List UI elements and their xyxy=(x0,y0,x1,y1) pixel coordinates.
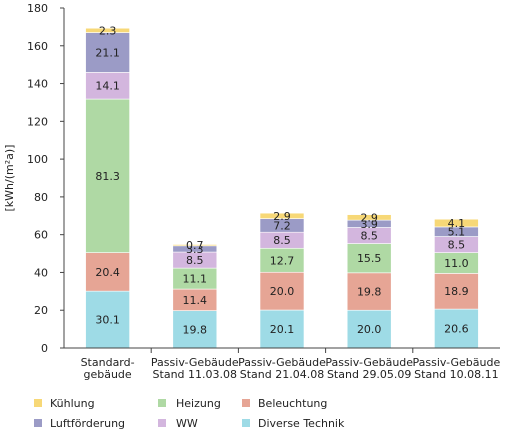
bar-value-label: 8.5 xyxy=(448,239,466,252)
bar-value-label: 12.7 xyxy=(270,254,295,267)
x-category-label: Passiv-Gebäude Stand 21.04.08 xyxy=(238,356,326,381)
bar-value-label: 0.7 xyxy=(186,239,204,252)
bar-value-label: 20.0 xyxy=(270,285,295,298)
x-category-label-line: Passiv-Gebäude xyxy=(151,356,239,369)
bar-value-label: 19.8 xyxy=(183,323,208,336)
bar-segment xyxy=(172,244,218,247)
legend-label: WW xyxy=(176,417,198,430)
bar-value-label: 8.5 xyxy=(360,230,378,243)
bar-segment xyxy=(172,310,218,349)
bar-segment xyxy=(85,72,130,100)
legend-label: Heizung xyxy=(176,397,221,410)
legend: Kühlung Heizung Beleuchtung Luftförderung WW… xyxy=(34,397,345,430)
bar-segment xyxy=(434,308,479,349)
bars: 30.120.481.314.121.12.319.811.411.18.53.… xyxy=(85,24,479,349)
legend-swatch xyxy=(34,399,42,407)
bar-segment xyxy=(85,290,130,349)
x-category-label-line: Standard- xyxy=(81,356,135,369)
x-category-label-line: Stand 11.03.08 xyxy=(153,368,237,381)
legend-swatch xyxy=(242,419,250,427)
bar-value-label: 3.9 xyxy=(360,218,378,231)
bar-value-label: 20.0 xyxy=(357,323,382,336)
bar-value-label: 20.6 xyxy=(444,323,469,336)
bar-value-label: 15.5 xyxy=(357,252,382,265)
bar-segment xyxy=(259,271,305,311)
bar-value-label: 81.3 xyxy=(95,170,120,183)
legend-label: Beleuchtung xyxy=(258,397,327,410)
y-tick-label: 120 xyxy=(27,115,48,128)
bar-value-label: 2.9 xyxy=(273,210,291,223)
x-category-label-line: gebäude xyxy=(83,368,131,381)
legend-swatch xyxy=(158,399,166,407)
bar-value-label: 18.9 xyxy=(444,285,469,298)
x-category-label-line: Stand 21.04.08 xyxy=(240,368,324,381)
y-tick-label: 20 xyxy=(34,304,48,317)
bar-value-label: 8.5 xyxy=(186,254,204,267)
bar-value-label: 11.0 xyxy=(444,257,469,270)
y-tick-label: 0 xyxy=(41,342,48,355)
bar-value-label: 19.8 xyxy=(357,286,382,299)
legend-label: Diverse Technik xyxy=(258,417,345,430)
y-axis: 0 20 40 60 80 100 120 140 160 180 xyxy=(27,2,65,355)
y-tick-label: 100 xyxy=(27,153,48,166)
y-tick-label: 60 xyxy=(34,229,48,242)
bar-segment xyxy=(434,218,479,228)
bar-segment xyxy=(259,212,305,219)
bar-value-label: 21.1 xyxy=(95,46,120,59)
x-category-label-line: Stand 29.05.09 xyxy=(327,368,411,381)
bar-value-label: 8.5 xyxy=(273,234,291,247)
bar-value-label: 11.4 xyxy=(183,294,208,307)
y-tick-label: 140 xyxy=(27,78,48,91)
bar-segment xyxy=(85,98,130,253)
bar-value-label: 20.4 xyxy=(95,266,120,279)
bar-segment xyxy=(85,32,130,73)
bar-value-label: 30.1 xyxy=(95,314,120,327)
y-tick-label: 180 xyxy=(27,2,48,15)
legend-swatch xyxy=(242,399,250,407)
y-tick-label: 160 xyxy=(27,40,48,53)
x-category-label-line: Passiv-Gebäude xyxy=(325,356,413,369)
y-tick-label: 40 xyxy=(34,266,48,279)
bar-segment xyxy=(346,214,392,221)
bar-segment xyxy=(259,309,305,349)
x-category-label: Passiv-Gebäude Stand 10.08.11 xyxy=(413,356,501,381)
bar-segment xyxy=(346,272,392,311)
x-category-label-line: Passiv-Gebäude xyxy=(238,356,326,369)
legend-label: Luftförderung xyxy=(50,417,125,430)
bar-value-label: 5.1 xyxy=(448,226,466,239)
y-tick-label: 80 xyxy=(34,191,48,204)
legend-label: Kühlung xyxy=(50,397,95,410)
bar-value-label: 7.2 xyxy=(273,219,291,232)
x-category-label-line: Passiv-Gebäude xyxy=(413,356,501,369)
bar-value-label: 4.1 xyxy=(448,217,466,230)
bar-segment xyxy=(85,252,130,292)
x-category-label: Standard-gebäude xyxy=(81,356,135,381)
bar-value-label: 3.3 xyxy=(186,243,204,256)
x-category-label: Passiv-Gebäude Stand 11.03.08 xyxy=(151,356,239,381)
y-axis-label: [kWh/(m²a)] xyxy=(3,145,16,212)
bar-segment xyxy=(346,309,392,349)
bar-value-label: 20.1 xyxy=(270,323,295,336)
legend-swatch xyxy=(158,419,166,427)
bar-value-label: 14.1 xyxy=(95,80,120,93)
x-category-label-line: Stand 10.08.11 xyxy=(414,368,498,381)
x-category-label: Passiv-Gebäude Stand 29.05.09 xyxy=(325,356,413,381)
bar-segment xyxy=(346,243,392,274)
bar-segment xyxy=(85,27,130,33)
bar-value-label: 11.1 xyxy=(183,273,208,286)
bar-value-label: 2.3 xyxy=(99,24,117,37)
legend-swatch xyxy=(34,419,42,427)
bar-value-label: 2.9 xyxy=(360,211,378,224)
